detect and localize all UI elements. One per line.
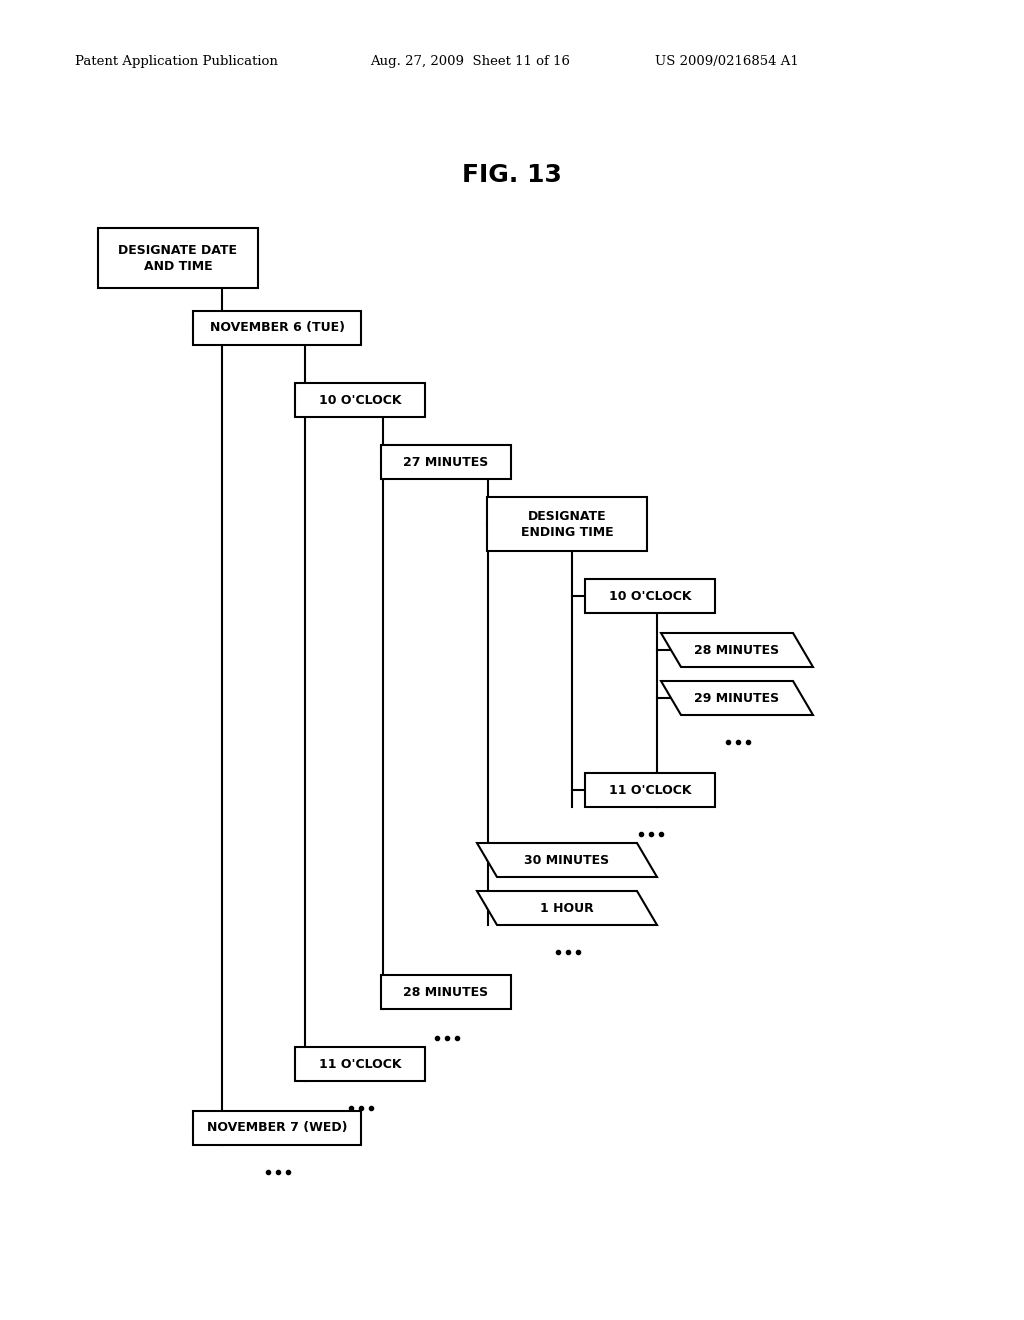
Text: 29 MINUTES: 29 MINUTES bbox=[694, 692, 779, 705]
Text: 28 MINUTES: 28 MINUTES bbox=[694, 644, 779, 656]
Text: FIG. 13: FIG. 13 bbox=[462, 162, 562, 187]
Text: NOVEMBER 7 (WED): NOVEMBER 7 (WED) bbox=[207, 1122, 347, 1134]
Text: 10 O'CLOCK: 10 O'CLOCK bbox=[318, 393, 401, 407]
Text: Aug. 27, 2009  Sheet 11 of 16: Aug. 27, 2009 Sheet 11 of 16 bbox=[370, 55, 570, 69]
Polygon shape bbox=[477, 843, 657, 876]
Text: 11 O'CLOCK: 11 O'CLOCK bbox=[318, 1057, 401, 1071]
Polygon shape bbox=[662, 634, 813, 667]
FancyBboxPatch shape bbox=[98, 228, 258, 288]
FancyBboxPatch shape bbox=[487, 498, 647, 550]
Text: NOVEMBER 6 (TUE): NOVEMBER 6 (TUE) bbox=[210, 322, 344, 334]
FancyBboxPatch shape bbox=[585, 774, 715, 807]
Text: 30 MINUTES: 30 MINUTES bbox=[524, 854, 609, 866]
Text: 10 O'CLOCK: 10 O'CLOCK bbox=[608, 590, 691, 602]
Text: 1 HOUR: 1 HOUR bbox=[540, 902, 594, 915]
FancyBboxPatch shape bbox=[381, 975, 511, 1008]
Text: DESIGNATE DATE
AND TIME: DESIGNATE DATE AND TIME bbox=[119, 243, 238, 272]
FancyBboxPatch shape bbox=[193, 312, 361, 345]
Text: 28 MINUTES: 28 MINUTES bbox=[403, 986, 488, 998]
Text: 11 O'CLOCK: 11 O'CLOCK bbox=[608, 784, 691, 796]
Text: Patent Application Publication: Patent Application Publication bbox=[75, 55, 278, 69]
Polygon shape bbox=[662, 681, 813, 715]
Text: DESIGNATE
ENDING TIME: DESIGNATE ENDING TIME bbox=[520, 510, 613, 539]
Polygon shape bbox=[477, 891, 657, 925]
Text: US 2009/0216854 A1: US 2009/0216854 A1 bbox=[655, 55, 799, 69]
FancyBboxPatch shape bbox=[295, 1047, 425, 1081]
FancyBboxPatch shape bbox=[381, 445, 511, 479]
FancyBboxPatch shape bbox=[193, 1111, 361, 1144]
Text: 27 MINUTES: 27 MINUTES bbox=[403, 455, 488, 469]
FancyBboxPatch shape bbox=[295, 383, 425, 417]
FancyBboxPatch shape bbox=[585, 579, 715, 612]
